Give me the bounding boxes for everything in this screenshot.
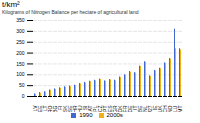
svg-text:IT: IT — [132, 105, 139, 110]
html-text:t/km²: t/km² — [2, 0, 20, 9]
svg-text:250: 250 — [16, 39, 25, 45]
svg-text:AT: AT — [87, 105, 94, 112]
svg-text:IE: IE — [152, 105, 159, 111]
svg-text:MT: MT — [177, 106, 183, 113]
html-text:2000s: 2000s — [106, 112, 123, 118]
svg-text:50: 50 — [19, 82, 25, 88]
svg-text:150: 150 — [16, 61, 25, 67]
svg-text:LT: LT — [42, 105, 49, 111]
svg-text:LU: LU — [172, 105, 179, 112]
svg-text:LV: LV — [32, 105, 39, 112]
svg-text:300: 300 — [16, 28, 25, 34]
svg-text:FI: FI — [57, 105, 64, 110]
html-text:Kilograms of Nitrogen Balance: Kilograms of Nitrogen Balance per hectar… — [2, 9, 139, 15]
svg-text:NL: NL — [142, 105, 149, 112]
svg-text:100: 100 — [16, 71, 25, 77]
svg-text:PL: PL — [92, 105, 99, 112]
svg-text:SI: SI — [82, 105, 89, 111]
svg-text:PT: PT — [102, 105, 109, 112]
svg-text:0: 0 — [22, 93, 25, 99]
svg-text:350: 350 — [16, 17, 25, 23]
svg-text:200: 200 — [16, 50, 25, 56]
html-text:1990: 1990 — [79, 112, 93, 118]
